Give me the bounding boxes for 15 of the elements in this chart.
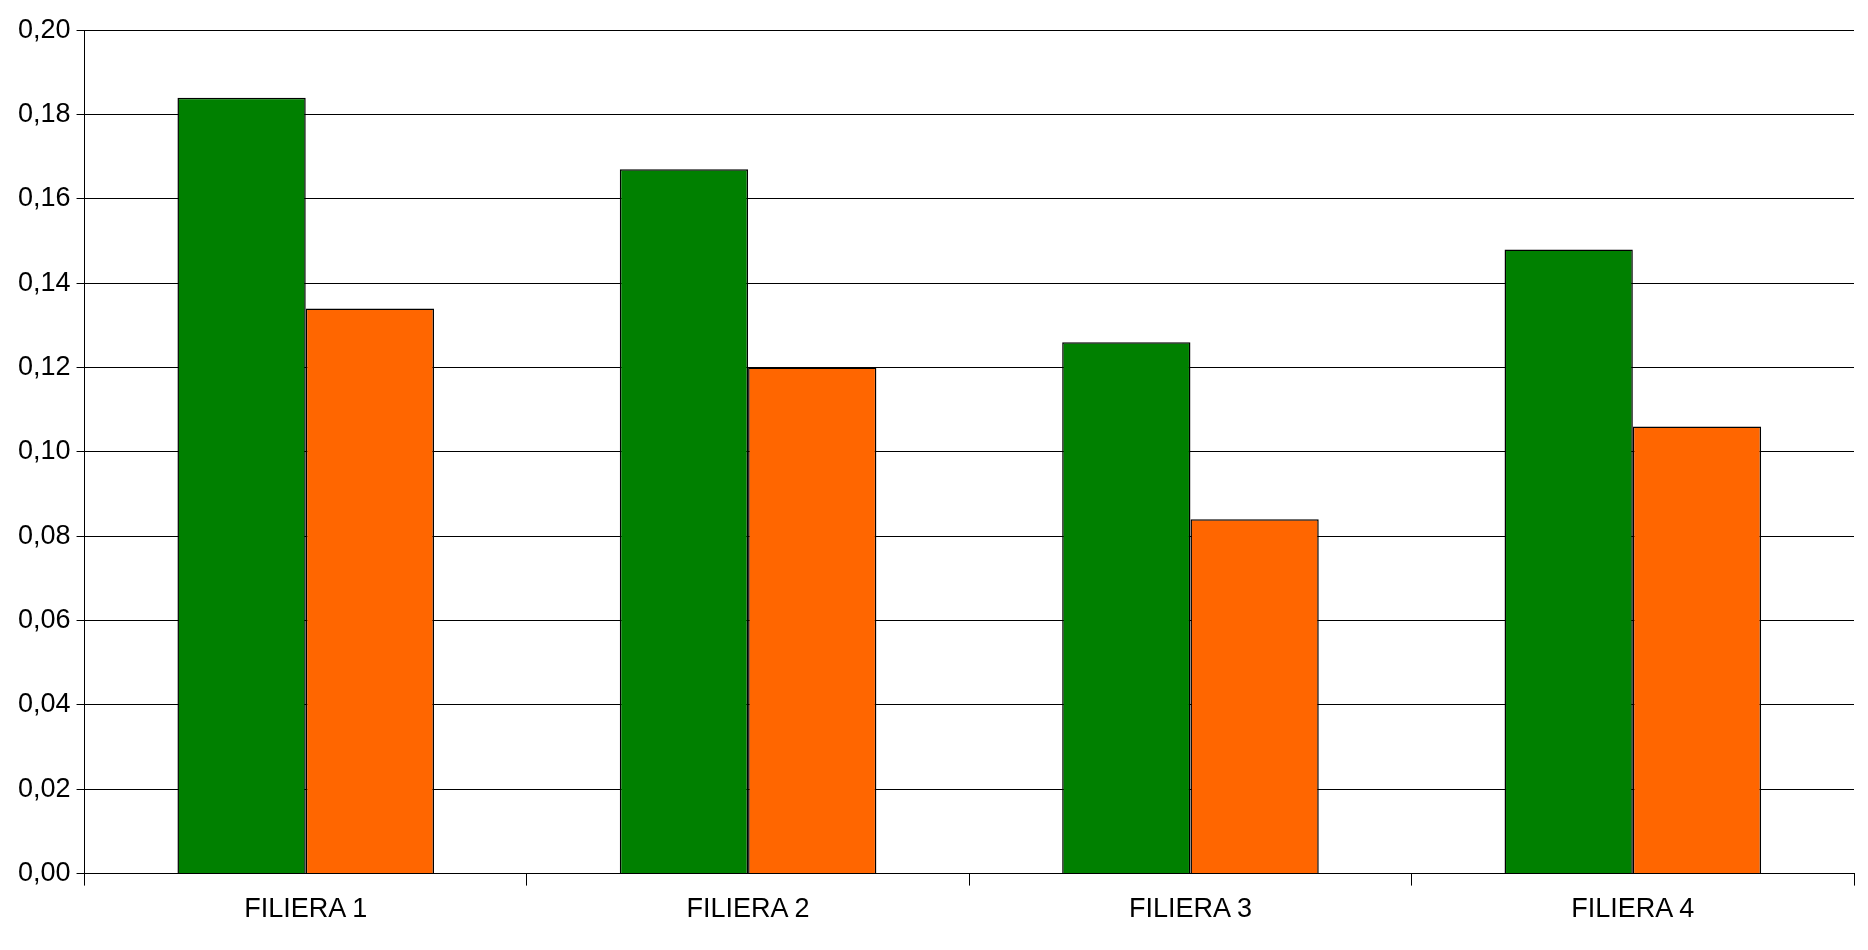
y-tick-label: 0,08 (17, 519, 71, 550)
y-tick-label: 0,12 (17, 351, 71, 382)
y-tick-label: 0,20 (17, 13, 71, 44)
x-tick-label: FILIERA 4 (1571, 893, 1695, 924)
y-tick-label: 0,04 (17, 688, 71, 719)
y-tick-label: 0,18 (17, 97, 71, 128)
y-tick-label: 0,14 (17, 266, 71, 297)
y-tick-label: 0,10 (17, 435, 71, 466)
y-tick-label: 0,16 (17, 182, 71, 213)
y-tick-label: 0,00 (17, 857, 71, 888)
x-tick-label: FILIERA 3 (1128, 893, 1252, 924)
x-tick-label: FILIERA 1 (244, 893, 368, 924)
y-tick-label: 0,02 (17, 772, 71, 803)
x-tick-label: FILIERA 2 (686, 893, 810, 924)
y-tick-label: 0,06 (17, 604, 71, 635)
